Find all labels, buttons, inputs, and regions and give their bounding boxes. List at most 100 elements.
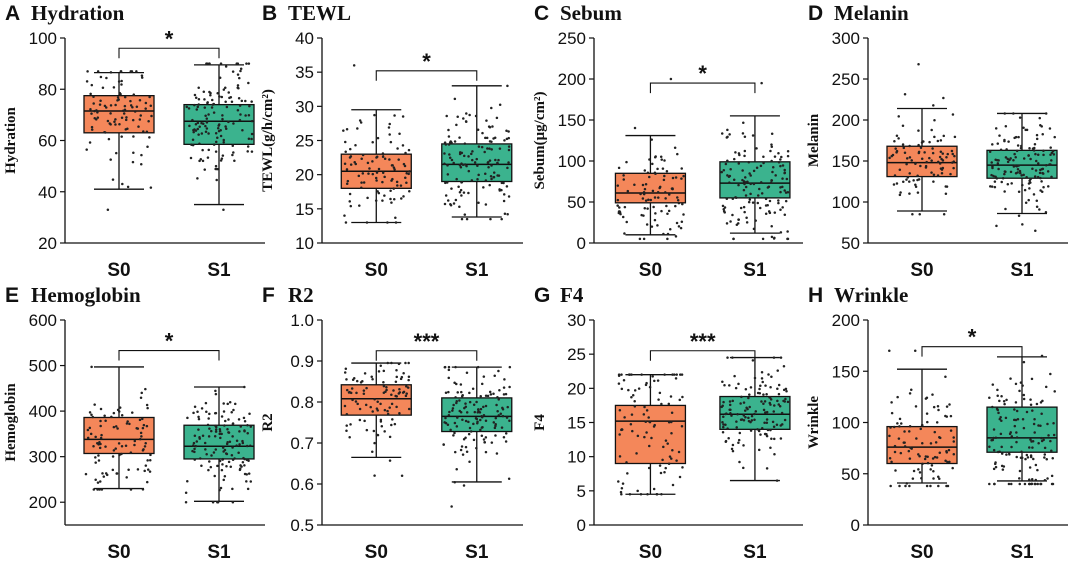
data-point <box>392 389 395 392</box>
data-point <box>630 395 633 399</box>
data-point <box>742 205 746 209</box>
data-point <box>149 186 153 189</box>
data-point <box>744 185 748 189</box>
data-point <box>1003 112 1007 115</box>
data-point <box>931 457 935 460</box>
data-point <box>763 432 767 436</box>
data-point <box>220 95 224 99</box>
x-category-label: S1 <box>465 260 489 281</box>
data-point <box>991 405 994 409</box>
data-point <box>214 140 218 144</box>
data-point <box>149 104 153 107</box>
data-point <box>200 464 203 467</box>
significance-label: * <box>422 49 431 74</box>
data-point <box>239 113 242 116</box>
data-point <box>1037 424 1040 427</box>
data-point <box>207 113 210 116</box>
data-point <box>379 418 383 422</box>
data-point <box>104 472 108 475</box>
data-point <box>1012 112 1015 115</box>
y-tick-label: 30 <box>295 97 314 116</box>
data-point <box>447 368 451 372</box>
data-point <box>446 164 449 167</box>
data-point <box>471 150 474 153</box>
data-point <box>736 222 740 225</box>
data-point <box>1000 445 1003 449</box>
data-point <box>908 144 911 148</box>
data-point <box>777 152 780 155</box>
y-tick-label: 40 <box>295 29 314 48</box>
data-point <box>893 174 897 177</box>
data-point <box>146 468 150 471</box>
data-point <box>990 185 994 188</box>
data-point <box>117 442 121 445</box>
data-point <box>480 434 484 438</box>
data-point <box>652 425 656 428</box>
data-point <box>743 135 747 139</box>
data-point <box>103 414 106 417</box>
data-point <box>214 164 218 168</box>
data-point <box>361 153 365 157</box>
data-point <box>99 480 102 483</box>
data-point <box>126 127 129 131</box>
data-point <box>645 223 649 226</box>
data-point <box>363 372 367 375</box>
data-point <box>648 444 651 448</box>
data-point <box>214 428 218 431</box>
data-point <box>360 186 363 189</box>
data-point <box>355 391 358 395</box>
data-point <box>914 161 917 165</box>
data-point <box>110 415 113 419</box>
data-point <box>728 400 732 403</box>
data-point <box>648 385 652 389</box>
data-point <box>731 197 735 200</box>
data-point <box>96 481 100 484</box>
data-point <box>92 488 96 491</box>
data-point <box>451 409 454 412</box>
data-point <box>745 221 749 224</box>
data-point <box>1053 390 1056 393</box>
data-point <box>1004 416 1008 420</box>
data-point <box>221 463 224 466</box>
data-point <box>1014 401 1018 404</box>
data-point <box>345 424 348 427</box>
data-point <box>447 143 451 146</box>
data-point <box>398 391 402 394</box>
significance-bracket <box>118 349 220 361</box>
data-point <box>144 441 147 445</box>
data-point <box>920 423 924 427</box>
data-point <box>888 156 891 160</box>
data-point <box>114 118 117 121</box>
data-point <box>747 161 751 164</box>
data-point <box>401 391 405 394</box>
panel-title: Melanin <box>834 1 909 25</box>
data-point <box>120 83 123 86</box>
data-point <box>186 480 189 483</box>
data-point <box>220 415 224 418</box>
data-point <box>452 403 455 407</box>
data-point <box>895 182 899 185</box>
data-point <box>453 481 457 484</box>
data-point <box>214 448 218 451</box>
data-point <box>913 349 917 352</box>
data-point <box>209 94 212 97</box>
data-point <box>988 396 991 400</box>
data-point <box>238 118 242 122</box>
data-point <box>473 410 477 414</box>
y-tick-label: 100 <box>832 414 860 433</box>
data-point <box>101 472 104 475</box>
y-tick-label: 200 <box>832 311 860 330</box>
data-point <box>740 418 744 421</box>
points-s0 <box>84 365 152 491</box>
data-point <box>100 433 103 437</box>
data-point <box>405 181 408 184</box>
data-point <box>381 155 385 158</box>
data-point <box>468 113 471 117</box>
data-point <box>1020 174 1023 177</box>
points-s1 <box>988 112 1056 232</box>
data-point <box>1018 482 1021 486</box>
data-point <box>910 159 913 162</box>
data-point <box>680 177 683 180</box>
data-point <box>467 155 470 158</box>
data-point <box>201 148 204 152</box>
